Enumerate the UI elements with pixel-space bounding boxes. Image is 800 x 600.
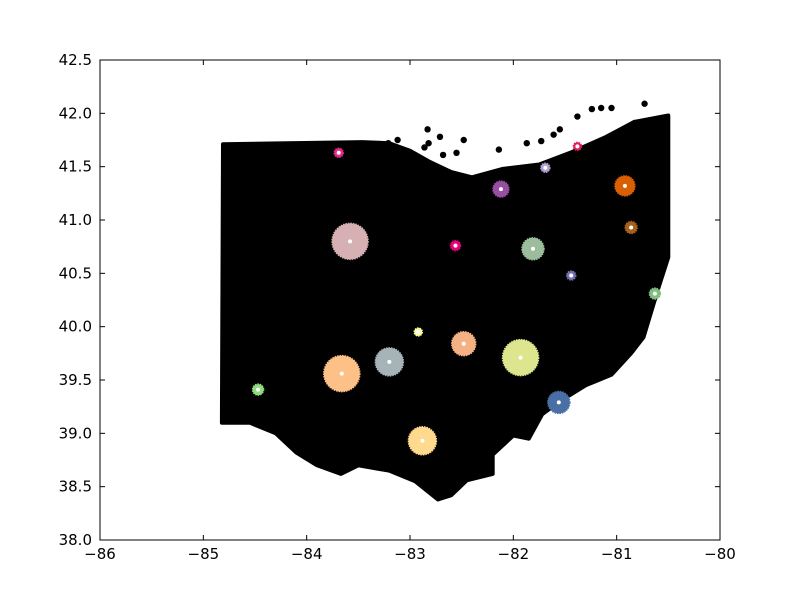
y-tick-label: 39.5: [59, 371, 92, 389]
y-tick-label: 42.5: [59, 51, 92, 69]
background-point: [439, 151, 447, 159]
background-point: [641, 100, 648, 107]
y-tick-label: 40.0: [59, 318, 92, 336]
background-point: [556, 126, 564, 133]
y-tick-label: 38.0: [59, 531, 92, 549]
cluster-centroid: [622, 183, 627, 188]
cluster-centroid: [453, 243, 458, 248]
background-point: [588, 105, 596, 113]
background-point: [597, 104, 605, 112]
x-tick-label: −82: [498, 545, 530, 563]
y-axis: 38.0 38.5 39.0 39.5 40.0 40.5 41.0 41.5 42.0 42.5: [59, 51, 720, 549]
x-tick-label: −80: [704, 545, 736, 563]
background-point: [424, 126, 431, 133]
cluster-centroid: [530, 246, 535, 251]
cluster-centroid: [518, 355, 523, 360]
y-tick-label: 39.0: [59, 424, 92, 442]
x-tick-label: −81: [601, 545, 633, 563]
cluster-centroid: [629, 225, 634, 230]
cluster-centroid: [387, 359, 392, 364]
cluster-centroid: [256, 387, 261, 392]
background-point: [385, 140, 392, 147]
y-tick-label: 42.0: [59, 104, 92, 122]
cluster-centroid: [543, 165, 548, 170]
cluster-centroid: [498, 187, 503, 192]
y-tick-label: 38.5: [59, 478, 92, 496]
background-point: [460, 136, 467, 144]
background-point: [394, 136, 401, 144]
cluster-centroid: [416, 330, 421, 334]
background-point: [421, 144, 428, 151]
cluster-centroid: [348, 239, 353, 244]
centroid-points-layer: [256, 144, 657, 443]
cluster-points-layer: [251, 141, 662, 456]
y-tick-label: 41.0: [59, 211, 92, 229]
cluster-centroid: [569, 273, 574, 278]
y-tick-label: 40.5: [59, 264, 92, 282]
cluster-centroid: [420, 438, 425, 443]
background-point: [425, 140, 432, 147]
background-point: [574, 113, 581, 120]
x-tick-label: −85: [188, 545, 220, 563]
background-point: [550, 131, 557, 138]
cluster-centroid: [339, 371, 344, 376]
x-tick-label: −84: [291, 545, 323, 563]
background-point: [453, 149, 460, 156]
cluster-centroid: [575, 144, 580, 149]
background-point: [436, 133, 444, 140]
cluster-centroid: [336, 150, 341, 155]
x-tick-label: −86: [84, 545, 116, 563]
cluster-centroid: [461, 341, 466, 346]
background-point: [523, 140, 530, 147]
background-point: [495, 146, 503, 153]
x-axis: −86 −85 −84 −83 −82 −81 −80: [84, 60, 736, 563]
cluster-centroid: [556, 400, 561, 405]
y-tick-label: 41.5: [59, 158, 92, 176]
cluster-centroid: [652, 291, 657, 296]
x-tick-label: −83: [394, 545, 426, 563]
background-point: [608, 104, 615, 112]
background-point: [538, 137, 545, 145]
